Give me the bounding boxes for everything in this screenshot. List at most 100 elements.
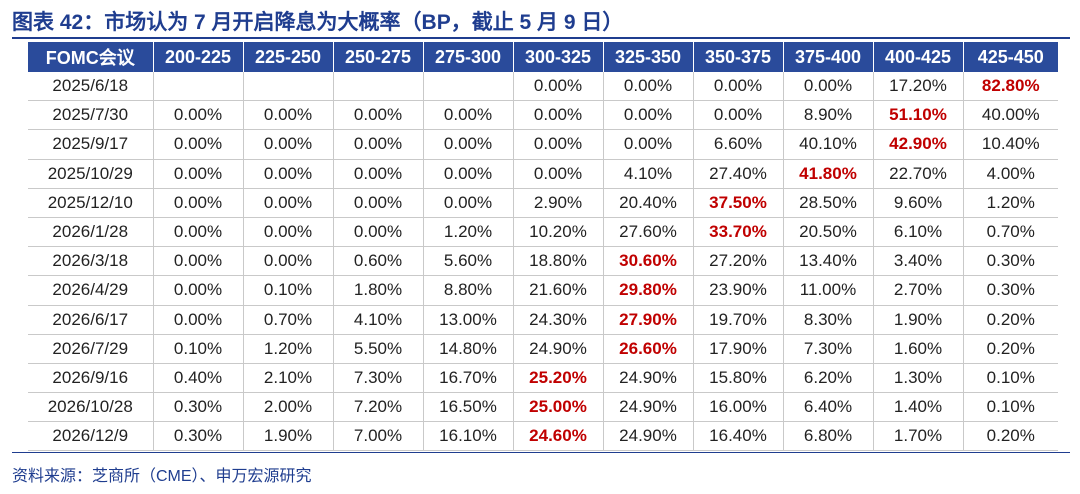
probability-cell: 22.70% [873,159,964,189]
probability-cell: 4.00% [963,159,1058,189]
source-note: 资料来源：芝商所（CME）、申万宏源研究 [12,468,312,485]
table-row: 2025/10/29 0.00% 0.00% 0.00% 0.00% 0.00% 4.10%… [28,159,1058,189]
table-row: 2025/7/30 0.00% 0.00% 0.00% 0.00% 0.00% 0.00% 0… [28,100,1058,131]
probability-cell: 20.50% [783,217,874,248]
meeting-date: 2026/10/28 [28,392,154,423]
probability-cell: 9.60% [873,188,964,218]
probability-cell: 0.00% [333,217,424,248]
probability-cell: 0.00% [153,246,244,277]
probability-cell: 10.20% [513,217,604,248]
probability-cell: 17.20% [873,72,964,102]
probability-cell: 0.30% [963,275,1058,306]
probability-cell: 2.90% [513,188,604,218]
probability-cell: 0.00% [333,100,424,131]
probability-cell: 23.90% [693,275,784,306]
max-probability-cell: 51.10% [873,100,964,131]
probability-cell: 13.00% [423,305,514,335]
probability-cell: 0.20% [963,305,1058,335]
meeting-date: 2025/9/17 [28,129,154,160]
probability-cell: 1.20% [963,188,1058,218]
probability-cell: 7.20% [333,392,424,423]
probability-cell: 28.50% [783,188,874,218]
header-rate-range: 325-350 [603,42,694,72]
probability-cell: 3.40% [873,246,964,277]
header-rate-range: 400-425 [873,42,964,72]
probability-cell: 7.30% [783,334,874,364]
probability-cell: 6.40% [783,392,874,423]
probability-cell: 0.00% [513,72,604,102]
probability-cell: 16.10% [423,421,514,452]
probability-cell: 0.00% [783,72,874,102]
probability-cell: 1.40% [873,392,964,423]
max-probability-cell: 37.50% [693,188,784,218]
table-header-row: FOMC会议 200-225 225-250 250-275 275-300 300-32… [28,42,1058,72]
probability-cell: 0.00% [243,217,334,248]
meeting-date: 2025/12/10 [28,188,154,218]
probability-cell: 11.00% [783,275,874,306]
max-probability-cell: 42.90% [873,129,964,160]
probability-cell: 0.00% [693,100,784,131]
max-probability-cell: 29.80% [603,275,694,306]
probability-cell: 1.20% [423,217,514,248]
max-probability-cell: 25.00% [513,392,604,423]
probability-cell: 0.10% [243,275,334,306]
probability-cell: 0.00% [603,72,694,102]
probability-cell: 0.00% [513,129,604,160]
probability-cell: 1.90% [243,421,334,452]
header-meeting: FOMC会议 [28,42,154,72]
meeting-date: 2025/10/29 [28,159,154,189]
table-row: 2026/9/16 0.40% 2.10% 7.30% 16.70% 25.20% 24.9… [28,363,1058,394]
table-row: 2026/4/29 0.00% 0.10% 1.80% 8.80% 21.60% 29.80… [28,275,1058,306]
probability-cell: 0.00% [153,217,244,248]
probability-cell: 19.70% [693,305,784,335]
max-probability-cell: 82.80% [963,72,1058,102]
probability-cell: 1.70% [873,421,964,452]
meeting-date: 2026/6/17 [28,305,154,335]
probability-cell: 0.00% [513,159,604,189]
table-row: 2026/3/18 0.00% 0.00% 0.60% 5.60% 18.80% 30.60… [28,246,1058,277]
max-probability-cell: 30.60% [603,246,694,277]
probability-cell: 27.60% [603,217,694,248]
probability-cell: 0.60% [333,246,424,277]
probability-cell: 18.80% [513,246,604,277]
probability-cell: 27.20% [693,246,784,277]
max-probability-cell: 41.80% [783,159,874,189]
meeting-date: 2026/4/29 [28,275,154,306]
header-rate-range: 300-325 [513,42,604,72]
probability-cell: 17.90% [693,334,784,364]
probability-cell: 0.30% [963,246,1058,277]
probability-cell: 0.00% [243,129,334,160]
probability-cell: 6.10% [873,217,964,248]
max-probability-cell: 26.60% [603,334,694,364]
probability-cell: 0.00% [153,100,244,131]
probability-cell: 0.00% [693,72,784,102]
probability-cell: 0.00% [423,100,514,131]
probability-cell: 0.00% [153,159,244,189]
table-row: 2026/7/29 0.10% 1.20% 5.50% 14.80% 24.90% 26.6… [28,334,1058,364]
fomc-probability-table: FOMC会议 200-225 225-250 250-275 275-300 300-32… [28,42,1058,452]
probability-cell: 15.80% [693,363,784,394]
probability-cell: 0.10% [963,392,1058,423]
probability-cell: 4.10% [333,305,424,335]
probability-cell: 0.00% [243,188,334,218]
probability-cell: 0.00% [423,129,514,160]
probability-cell: 5.50% [333,334,424,364]
probability-cell: 8.90% [783,100,874,131]
probability-cell: 0.20% [963,421,1058,452]
probability-cell: 0.00% [153,129,244,160]
header-rate-range: 250-275 [333,42,424,72]
probability-cell: 0.40% [153,363,244,394]
probability-cell: 24.30% [513,305,604,335]
probability-cell: 13.40% [783,246,874,277]
probability-cell [243,72,334,102]
table-row: 2026/12/9 0.30% 1.90% 7.00% 16.10% 24.60% 24.9… [28,421,1058,452]
probability-cell: 0.10% [153,334,244,364]
probability-cell: 0.00% [333,129,424,160]
probability-cell: 24.90% [603,392,694,423]
probability-cell: 1.80% [333,275,424,306]
probability-cell: 6.60% [693,129,784,160]
probability-cell: 24.90% [513,334,604,364]
probability-cell: 4.10% [603,159,694,189]
max-probability-cell: 33.70% [693,217,784,248]
probability-cell [333,72,424,102]
